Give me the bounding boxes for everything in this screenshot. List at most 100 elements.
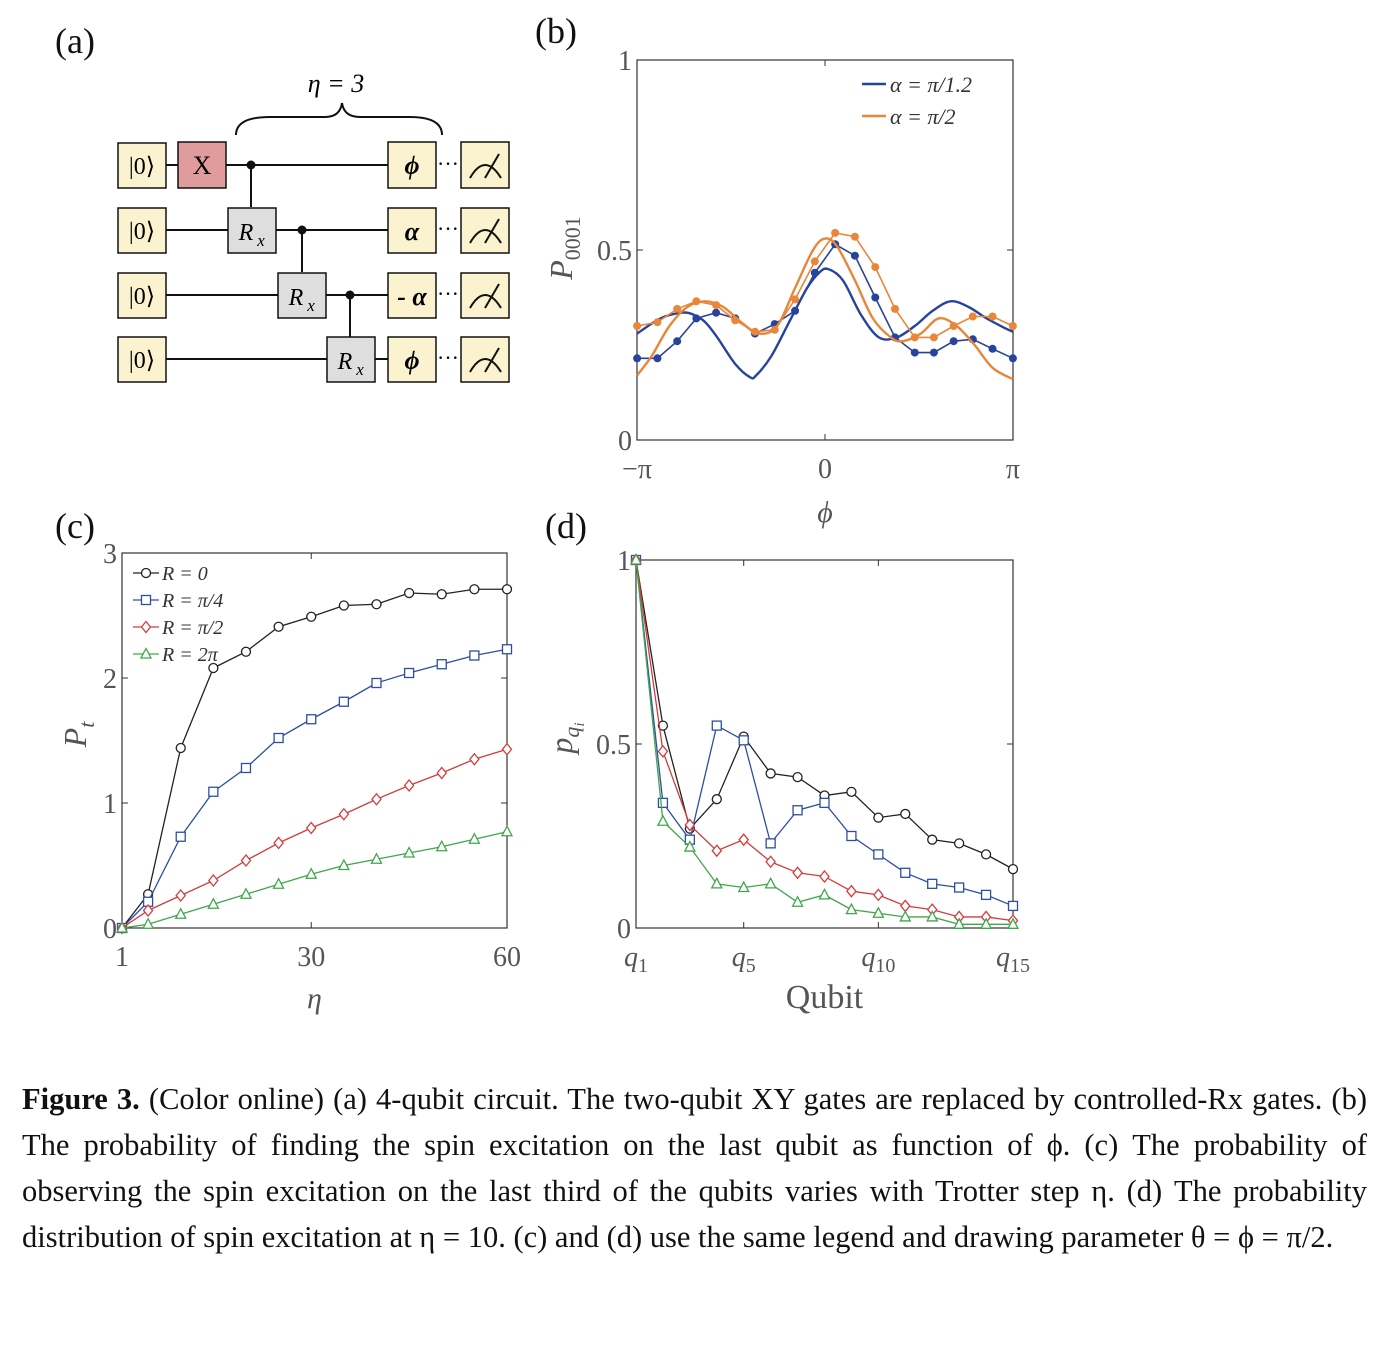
panel-label-a: (a) (55, 21, 95, 61)
data-point-c (338, 600, 350, 611)
phase-gate-1: ϕ (387, 141, 437, 189)
data-point-d (792, 771, 803, 783)
data-point-b (673, 304, 682, 313)
legend-label-b: α = π/2 (890, 104, 956, 129)
data-point-d (953, 838, 965, 849)
data-point-c (338, 807, 350, 821)
phase-gate-4: ϕ (387, 336, 437, 383)
data-point-c (306, 714, 317, 725)
panel-label-c: (c) (55, 506, 95, 546)
data-point-b (712, 308, 721, 317)
legend-label-b: α = π/1.2 (890, 72, 972, 97)
data-point-d (845, 902, 858, 915)
rx-gate-2: R x (277, 272, 327, 319)
data-point-d (1007, 900, 1019, 912)
data-point-b (770, 325, 779, 334)
data-point-b (968, 312, 977, 321)
data-point-c (240, 853, 252, 868)
data-point-c (501, 644, 513, 655)
svg-text:|0⟩: |0⟩ (129, 154, 155, 180)
x-tick-label-d: q10 (861, 942, 895, 977)
figure-caption: Figure 3. (Color online) (a) 4-qubit cir… (22, 1076, 1367, 1260)
plot-frame-b (636, 59, 1014, 441)
data-point-d (819, 797, 830, 809)
data-point-c (175, 742, 186, 754)
data-point-c (370, 852, 383, 864)
data-point-c (501, 742, 513, 756)
series-line-c-1 (121, 648, 508, 929)
svg-text:x: x (355, 360, 364, 379)
data-point-c (338, 696, 350, 707)
data-point-d (657, 797, 669, 809)
control-dot-3 (345, 290, 355, 300)
data-point-d (738, 735, 749, 746)
data-point-d (846, 830, 857, 842)
series-line-d-1 (635, 559, 1014, 907)
data-point-b (810, 257, 819, 266)
data-point-d (710, 876, 723, 889)
circuit-diagram: η = 3 |0⟩ |0⟩ |0⟩ |0⟩ X R x R x (117, 69, 510, 383)
plot-frame-c (121, 552, 508, 929)
data-point-d (900, 867, 911, 878)
data-point-d (765, 768, 776, 779)
x-axis-label-c: η (307, 982, 322, 1015)
data-point-d (764, 876, 777, 889)
svg-text:α: α (405, 217, 420, 246)
y-axis-label-c: Pt (57, 721, 99, 749)
y-tick-label-c: 0 (103, 914, 117, 945)
data-point-c (436, 659, 447, 670)
svg-text:R: R (288, 285, 304, 311)
data-point-c (468, 832, 481, 844)
meter-icon (460, 141, 510, 189)
dots-3: ··· (437, 281, 459, 306)
brace (235, 102, 443, 136)
data-point-d (980, 889, 992, 901)
data-point-b (988, 344, 997, 353)
meter-icon (460, 336, 510, 383)
svg-text:R: R (337, 349, 353, 375)
data-point-c (273, 732, 284, 744)
data-point-c (371, 792, 382, 806)
rx-gate-3: R x (326, 336, 376, 383)
data-point-c (305, 867, 318, 879)
brace-label: η = 3 (308, 69, 364, 98)
data-point-d (953, 882, 965, 893)
x-tick-label-c: 1 (115, 942, 129, 973)
data-point-d (953, 917, 966, 929)
data-point-c (371, 599, 382, 610)
data-point-d (818, 887, 831, 900)
dots-4: ··· (437, 345, 459, 370)
data-point-c (469, 752, 480, 766)
y-tick-label-b: 0.5 (597, 236, 632, 267)
x-tick-label-b: 0 (818, 454, 832, 485)
data-point-b (731, 316, 740, 325)
data-point-c (403, 778, 415, 793)
meter-icon (460, 207, 510, 254)
svg-text:x: x (306, 296, 315, 315)
data-point-d (737, 880, 750, 893)
data-point-c (436, 766, 448, 780)
y-tick-label-d: 1 (617, 546, 631, 577)
data-point-b (791, 306, 800, 315)
y-tick-label-c: 2 (103, 664, 117, 695)
svg-text:R: R (238, 220, 254, 246)
phase-gate-2: α (387, 207, 437, 254)
data-point-b (871, 293, 880, 302)
rx-gate-1: R x (227, 207, 277, 254)
legend-label-c: R = 2π (161, 644, 219, 666)
meter-icon (460, 272, 510, 319)
data-point-c (469, 584, 480, 595)
data-point-d (1007, 863, 1019, 875)
legend-marker-c (140, 594, 152, 606)
data-point-d (657, 720, 669, 731)
y-axis-label-d: pqi (543, 722, 588, 755)
data-point-c (175, 831, 186, 842)
data-point-d (765, 855, 776, 869)
svg-text:|0⟩: |0⟩ (129, 219, 155, 245)
x-tick-label-c: 60 (493, 942, 521, 973)
svg-text:|0⟩: |0⟩ (129, 348, 155, 374)
data-point-c (142, 917, 155, 929)
data-point-d (899, 910, 912, 922)
x-tick-label-d: q15 (996, 942, 1030, 977)
